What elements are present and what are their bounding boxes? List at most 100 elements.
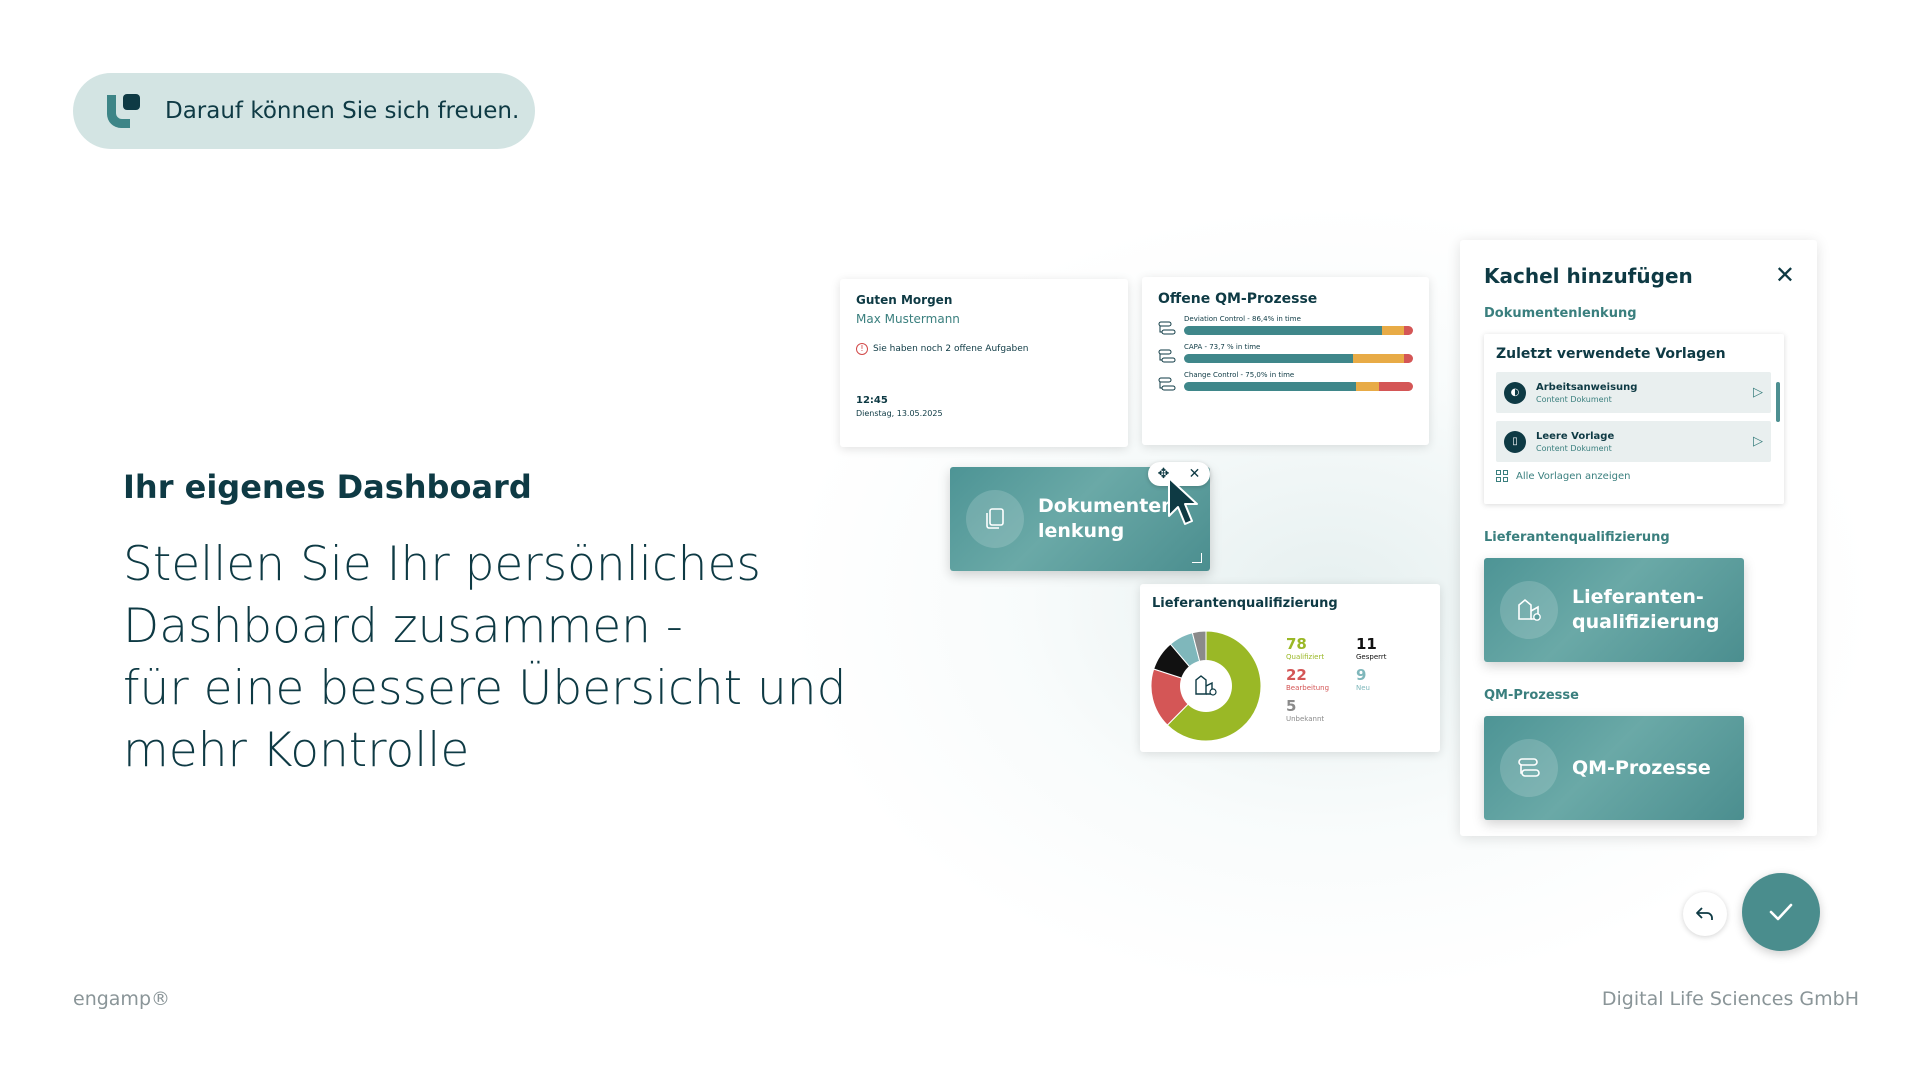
headline-line: Stellen Sie Ihr persönliches bbox=[123, 537, 761, 592]
qm-process-row[interactable]: CAPA - 73,7 % in time bbox=[1158, 343, 1413, 363]
tile-label-line: Lieferanten- bbox=[1572, 586, 1704, 608]
section-label: QM-Prozesse bbox=[1484, 688, 1579, 703]
process-icon bbox=[1500, 739, 1558, 797]
current-time: 12:45 bbox=[856, 395, 888, 406]
recent-templates-title: Zuletzt verwendete Vorlagen bbox=[1496, 346, 1726, 362]
stat-item: 5 Unbekannt bbox=[1286, 698, 1356, 724]
tile-label-line: lenkung bbox=[1038, 520, 1125, 542]
document-icon: ▯ bbox=[1504, 430, 1526, 453]
stat-label: Neu bbox=[1356, 684, 1370, 692]
qm-row-label: Change Control - 75,0% in time bbox=[1184, 371, 1295, 379]
tile-label-line: qualifizierung bbox=[1572, 611, 1720, 633]
qm-progress-bar bbox=[1184, 382, 1413, 391]
stat-label: Qualifiziert bbox=[1286, 653, 1325, 661]
current-date: Dienstag, 13.05.2025 bbox=[856, 409, 943, 418]
badge-text: Darauf können Sie sich freuen. bbox=[165, 98, 520, 124]
tile-controls: ✥ ✕ bbox=[1148, 462, 1210, 486]
brand-mark: engamp® bbox=[73, 988, 171, 1010]
all-templates-label: Alle Vorlagen anzeigen bbox=[1516, 470, 1631, 482]
qm-progress-bar bbox=[1184, 354, 1413, 363]
play-icon[interactable]: ▷ bbox=[1753, 385, 1763, 400]
stat-value: 11 bbox=[1356, 635, 1377, 653]
template-name: Arbeitsanweisung bbox=[1536, 381, 1638, 393]
supplier-card-title: Lieferantenqualifizierung bbox=[1152, 596, 1338, 611]
qm-process-row[interactable]: Change Control - 75,0% in time bbox=[1158, 371, 1413, 391]
late-segment bbox=[1378, 382, 1413, 391]
section-subtitle: Ihr eigenes Dashboard bbox=[123, 468, 532, 506]
template-item[interactable]: ◐ Arbeitsanweisung Content Dokument ▷ bbox=[1496, 372, 1771, 413]
close-icon[interactable]: ✕ bbox=[1774, 261, 1795, 289]
greeting-title: Guten Morgen bbox=[856, 293, 953, 307]
section-label: Lieferantenqualifizierung bbox=[1484, 530, 1670, 545]
panel-title: Kachel hinzufügen bbox=[1484, 264, 1693, 288]
recent-templates-box: Zuletzt verwendete Vorlagen ◐ Arbeitsanw… bbox=[1484, 334, 1784, 504]
supplier-qualification-tile[interactable]: Lieferanten- qualifizierung bbox=[1484, 558, 1744, 662]
process-icon bbox=[1158, 321, 1176, 335]
stat-item: 22 Bearbeitung bbox=[1286, 667, 1356, 693]
supplier-icon bbox=[1195, 675, 1217, 696]
supplier-icon bbox=[1500, 581, 1558, 639]
headline-line: für eine bessere Übersicht und bbox=[123, 661, 847, 716]
qm-processes-card[interactable]: Offene QM-Prozesse Deviation Control - 8… bbox=[1142, 277, 1429, 445]
in-time-segment bbox=[1184, 326, 1382, 335]
greeting-card[interactable]: Guten Morgen Max Mustermann ! Sie haben … bbox=[840, 279, 1128, 447]
stat-item: 9 Neu bbox=[1356, 667, 1426, 693]
move-icon[interactable]: ✥ bbox=[1157, 466, 1170, 482]
play-icon[interactable]: ▷ bbox=[1753, 434, 1763, 449]
stat-item: 78 Qualifiziert bbox=[1286, 636, 1356, 662]
stat-label: Unbekannt bbox=[1286, 715, 1325, 723]
headline-line: Dashboard zusammen - bbox=[123, 599, 683, 654]
late-segment bbox=[1403, 354, 1413, 363]
documents-icon bbox=[966, 490, 1024, 548]
all-templates-link[interactable]: Alle Vorlagen anzeigen bbox=[1496, 470, 1772, 482]
undo-icon bbox=[1696, 907, 1713, 920]
template-icon: ◐ bbox=[1504, 381, 1526, 404]
tile-label: QM-Prozesse bbox=[1572, 756, 1711, 779]
resize-handle[interactable] bbox=[1192, 553, 1202, 563]
intro-badge: Darauf können Sie sich freuen. bbox=[73, 73, 535, 149]
headline: Stellen Sie Ihr persönliches Dashboard z… bbox=[123, 534, 847, 782]
tile-label-line: Dokumenten- bbox=[1038, 495, 1183, 517]
stat-item: 11 Gesperrt bbox=[1356, 636, 1426, 662]
alert-icon: ! bbox=[856, 343, 868, 355]
headline-line: mehr Kontrolle bbox=[123, 723, 470, 778]
section-label: Dokumentenlenkung bbox=[1484, 306, 1637, 321]
in-time-segment bbox=[1184, 354, 1353, 363]
qm-processes-tile[interactable]: QM-Prozesse bbox=[1484, 716, 1744, 820]
in-time-segment bbox=[1184, 382, 1356, 391]
process-icon bbox=[1158, 377, 1176, 391]
checkmark-icon bbox=[1769, 903, 1793, 921]
supplier-stats: 78 Qualifiziert 11 Gesperrt 22 Bearbeitung 9 Ne… bbox=[1286, 636, 1426, 724]
undo-button[interactable] bbox=[1683, 892, 1727, 936]
qm-card-title: Offene QM-Prozesse bbox=[1158, 291, 1318, 307]
warning-segment bbox=[1352, 354, 1404, 363]
qm-row-label: CAPA - 73,7 % in time bbox=[1184, 343, 1261, 351]
template-type: Content Dokument bbox=[1536, 443, 1612, 453]
user-name: Max Mustermann bbox=[856, 312, 960, 326]
supplier-qualification-card[interactable]: Lieferantenqualifizierung 78 Qualifiziert… bbox=[1140, 584, 1440, 752]
open-tasks-alert[interactable]: ! Sie haben noch 2 offene Aufgaben bbox=[856, 343, 1112, 355]
supplier-donut-chart bbox=[1150, 630, 1262, 742]
qm-progress-bar bbox=[1184, 326, 1413, 335]
mouse-cursor-icon bbox=[1168, 477, 1198, 525]
template-item[interactable]: ▯ Leere Vorlage Content Dokument ▷ bbox=[1496, 421, 1771, 462]
stat-value: 22 bbox=[1286, 666, 1307, 684]
grid-icon bbox=[1496, 470, 1508, 482]
scrollbar[interactable] bbox=[1776, 382, 1780, 422]
late-segment bbox=[1403, 326, 1413, 335]
process-icon bbox=[1158, 349, 1176, 363]
stat-value: 78 bbox=[1286, 635, 1307, 653]
add-tile-panel: Kachel hinzufügen ✕ Dokumentenlenkung Zu… bbox=[1460, 240, 1817, 836]
template-name: Leere Vorlage bbox=[1536, 430, 1615, 442]
stat-value: 5 bbox=[1286, 697, 1297, 715]
confirm-button[interactable] bbox=[1742, 873, 1820, 951]
alert-text: Sie haben noch 2 offene Aufgaben bbox=[873, 344, 1029, 354]
qm-process-row[interactable]: Deviation Control - 86,4% in time bbox=[1158, 315, 1413, 335]
engamp-logo-icon bbox=[103, 91, 143, 131]
remove-tile-icon[interactable]: ✕ bbox=[1188, 466, 1201, 482]
company-name: Digital Life Sciences GmbH bbox=[1601, 988, 1859, 1010]
warning-segment bbox=[1381, 326, 1404, 335]
stat-value: 9 bbox=[1356, 666, 1367, 684]
stat-label: Gesperrt bbox=[1356, 653, 1387, 661]
warning-segment bbox=[1355, 382, 1379, 391]
